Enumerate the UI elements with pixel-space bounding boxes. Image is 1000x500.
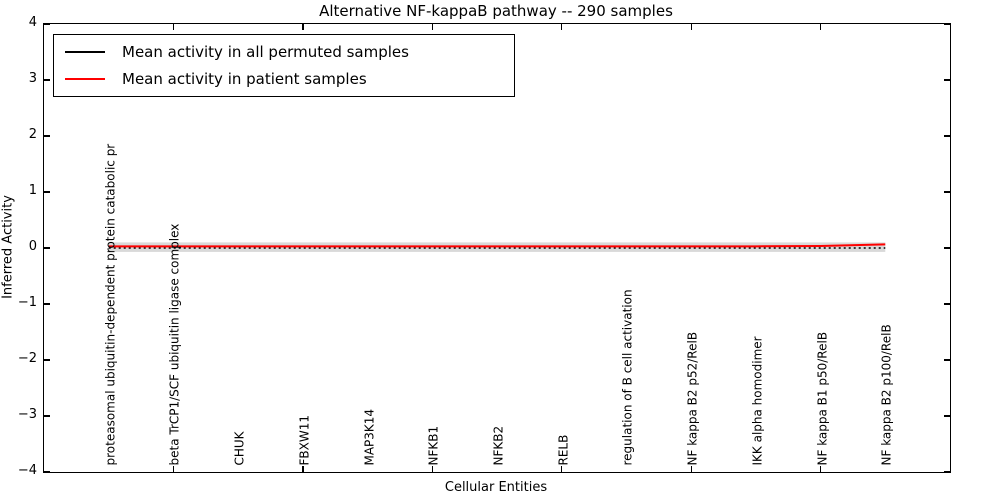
- y-tick-mark: [944, 471, 950, 472]
- legend-line-sample-red: [65, 78, 105, 80]
- data-lines-svg: [108, 242, 886, 252]
- y-tick-mark: [44, 471, 50, 472]
- x-tick-mark: [302, 466, 304, 472]
- x-tick-mark: [431, 466, 433, 472]
- x-tick-label: NFKB2: [491, 425, 506, 466]
- x-tick-mark: [690, 24, 692, 30]
- x-tick-mark: [172, 466, 175, 472]
- y-tick-mark: [44, 191, 50, 193]
- y-tick-mark: [944, 79, 950, 81]
- x-tick-mark: [690, 466, 692, 472]
- y-tick-mark: [44, 303, 50, 305]
- y-tick-mark: [44, 24, 50, 25]
- x-tick-label: RELB: [556, 434, 571, 466]
- y-tick-mark: [944, 191, 950, 193]
- x-tick-mark: [431, 24, 433, 30]
- y-tick-label: 3: [28, 71, 37, 86]
- legend-item-permuted: Mean activity in all permuted samples: [54, 42, 514, 62]
- x-tick-mark: [561, 24, 563, 30]
- y-tick-label: −3: [17, 407, 37, 422]
- x-tick-label: IKK alpha homodimer: [750, 336, 765, 466]
- legend: Mean activity in all permuted samples Me…: [53, 34, 515, 97]
- x-tick-label: proteasomal ubiquitin-dependent protein …: [103, 143, 118, 466]
- y-tick-label: −2: [17, 351, 37, 366]
- y-tick-mark: [44, 359, 50, 361]
- x-tick-mark: [819, 466, 822, 472]
- y-tick-mark: [44, 79, 50, 81]
- x-tick-label: NF kappa B1 p50/RelB: [815, 331, 830, 466]
- x-tick-label: NF kappa B2 p52/RelB: [685, 331, 700, 466]
- x-tick-label: regulation of B cell activation: [620, 289, 635, 466]
- x-tick-label: NF kappa B2 p100/RelB: [879, 324, 894, 466]
- y-tick-mark: [944, 247, 950, 249]
- legend-label: Mean activity in all permuted samples: [122, 43, 409, 61]
- patient-mean-line: [108, 243, 886, 248]
- legend-line-sample-black: [65, 51, 105, 53]
- legend-label: Mean activity in patient samples: [122, 70, 367, 88]
- chart-title: Alternative NF-kappaB pathway -- 290 sam…: [319, 2, 673, 20]
- y-tick-mark: [44, 135, 50, 137]
- x-tick-label: CHUK: [232, 431, 247, 466]
- y-tick-label: −4: [17, 463, 37, 478]
- x-tick-mark: [819, 24, 822, 30]
- y-tick-mark: [44, 415, 50, 417]
- y-tick-label: 0: [28, 239, 37, 254]
- y-tick-label: 1: [28, 183, 37, 198]
- y-tick-label: 4: [28, 15, 37, 30]
- y-tick-mark: [944, 135, 950, 137]
- y-tick-mark: [944, 415, 950, 417]
- y-tick-mark: [944, 359, 950, 361]
- y-tick-mark: [44, 247, 50, 249]
- y-tick-label: 2: [28, 127, 37, 142]
- x-tick-label: FBXW11: [297, 415, 312, 466]
- y-tick-label: −1: [17, 295, 37, 310]
- y-tick-mark: [944, 24, 950, 25]
- legend-item-patient: Mean activity in patient samples: [54, 69, 514, 89]
- x-axis-label: Cellular Entities: [444, 480, 548, 495]
- x-tick-label: NFKB1: [426, 425, 441, 466]
- x-tick-label: MAP3K14: [362, 408, 377, 466]
- y-tick-mark: [944, 303, 950, 305]
- x-tick-mark: [302, 24, 304, 30]
- x-tick-label: beta TrCP1/SCF ubiquitin ligase complex: [167, 223, 182, 466]
- plot-area: proteasomal ubiquitin-dependent protein …: [43, 23, 951, 473]
- x-tick-mark: [561, 466, 563, 472]
- x-tick-mark: [172, 24, 175, 30]
